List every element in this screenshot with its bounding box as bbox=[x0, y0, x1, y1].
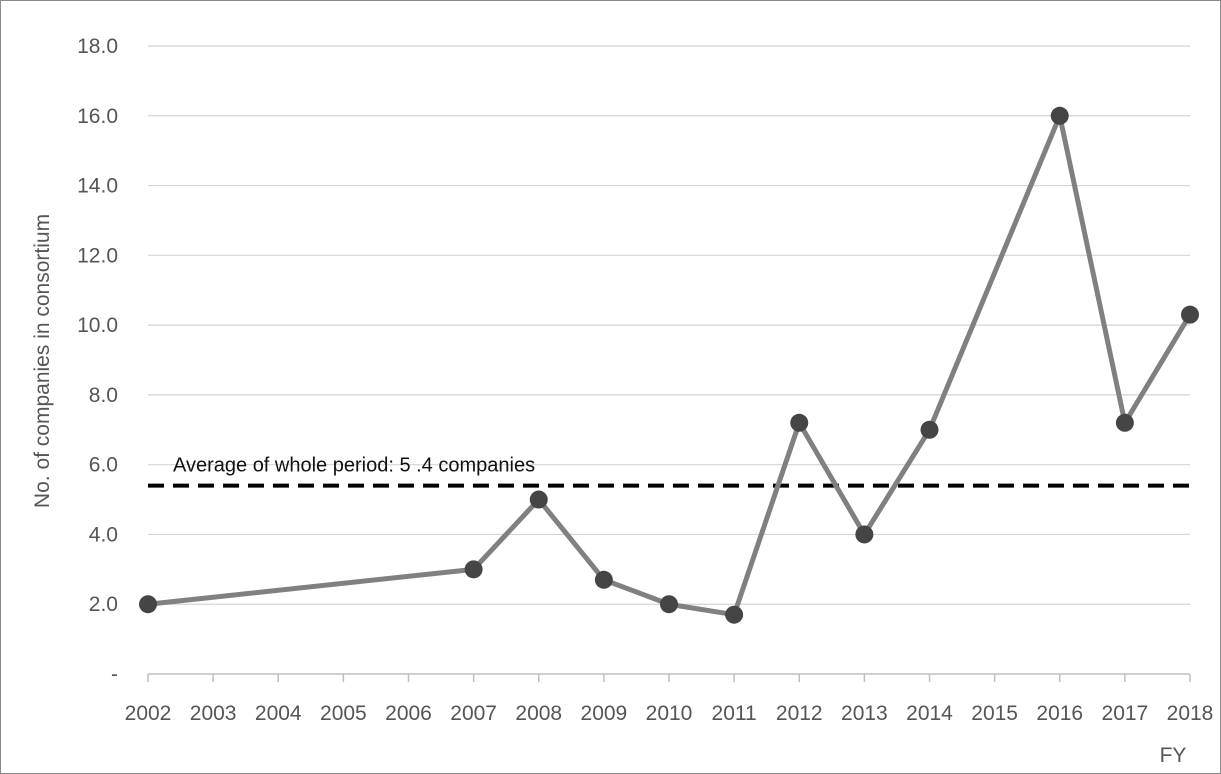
y-tick-label: 14.0 bbox=[77, 175, 118, 198]
average-reference: Average of whole period: 5 .4 companies bbox=[148, 455, 1190, 488]
y-tick-label: 12.0 bbox=[77, 244, 118, 267]
x-tick-label: 2011 bbox=[712, 702, 757, 725]
series bbox=[139, 106, 1199, 624]
x-tick-label: 2002 bbox=[125, 702, 172, 725]
x-tick-label: 2006 bbox=[385, 702, 432, 725]
y-axis-title: No. of companies in consortium bbox=[31, 214, 54, 508]
data-point bbox=[725, 605, 744, 624]
gridlines bbox=[148, 45, 1190, 605]
x-tick-label: 2016 bbox=[1036, 702, 1083, 725]
data-point bbox=[594, 570, 613, 589]
series-line bbox=[147, 113, 1193, 618]
x-tick-label: 2009 bbox=[581, 702, 628, 725]
data-point bbox=[660, 595, 678, 614]
x-tick-label: 2015 bbox=[971, 702, 1018, 725]
y-tick-label: 8.0 bbox=[89, 384, 118, 407]
y-tick-label: 6.0 bbox=[89, 454, 118, 477]
data-point bbox=[139, 595, 157, 614]
x-tick-label: 2014 bbox=[906, 702, 953, 725]
x-tick-label: 2013 bbox=[841, 702, 888, 725]
x-tick-label: 2012 bbox=[776, 702, 823, 725]
y-tick-label: 4.0 bbox=[89, 523, 118, 546]
x-axis-title: FY bbox=[1160, 744, 1187, 767]
x-tick-label: 2008 bbox=[515, 702, 562, 725]
data-point bbox=[464, 560, 483, 579]
data-point bbox=[1181, 305, 1199, 324]
x-tick-label: 2007 bbox=[450, 702, 497, 725]
x-tick-label: 2005 bbox=[320, 702, 367, 725]
y-tick-label: - bbox=[111, 663, 118, 686]
data-point bbox=[1115, 413, 1134, 432]
average-label: Average of whole period: 5 .4 companies bbox=[173, 455, 535, 477]
x-tick-label: 2003 bbox=[190, 702, 237, 725]
x-tick-label: 2017 bbox=[1102, 702, 1149, 725]
x-tick-label: 2018 bbox=[1167, 702, 1214, 725]
y-tick-label: 18.0 bbox=[77, 35, 118, 58]
y-tick-label: 10.0 bbox=[77, 314, 118, 337]
y-tick-label: 2.0 bbox=[89, 593, 118, 616]
data-point bbox=[920, 420, 939, 439]
data-point bbox=[529, 490, 548, 509]
y-axis: - 2.0 4.0 6.0 8.0 10.0 12.0 14.0 16.0 18.0 bbox=[77, 35, 118, 686]
data-point bbox=[1050, 106, 1069, 125]
x-tick-labels: 2002 2003 2004 2005 2006 2007 2008 2009 2010 2011… bbox=[125, 702, 1214, 725]
x-tick-label: 2010 bbox=[646, 702, 693, 725]
y-tick-label: 16.0 bbox=[77, 105, 118, 128]
x-axis bbox=[147, 673, 1191, 682]
x-tick-label: 2004 bbox=[255, 702, 302, 725]
data-point bbox=[855, 525, 874, 544]
data-point bbox=[790, 413, 809, 432]
